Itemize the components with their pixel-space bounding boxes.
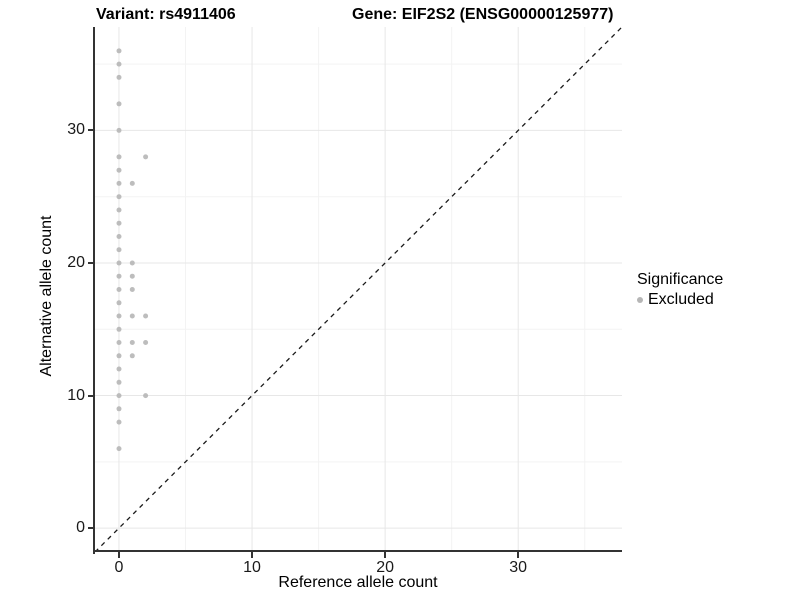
data-point [129,287,135,292]
y-tick-mark [88,129,94,132]
legend-item-excluded: Excluded [637,291,723,309]
data-point [116,406,122,412]
data-point [116,300,122,306]
data-point [116,180,122,186]
y-axis-title: Alternative allele count [38,215,55,377]
data-point [143,340,149,345]
y-axis-line [93,27,95,554]
data-point [116,220,122,226]
data-point [116,287,122,292]
data-point [116,48,122,54]
data-point [143,154,149,160]
data-point [116,194,122,200]
plot-panel-canvas [95,27,622,552]
data-point [116,260,122,266]
data-point [129,180,135,186]
data-point [116,273,122,279]
legend-title: Significance [637,271,724,288]
data-point [116,74,122,80]
data-point [129,353,135,359]
x-tick-mark [517,552,520,558]
plot-panel [95,27,622,552]
x-tick-label: 10 [243,559,261,576]
x-tick-mark [117,552,120,558]
y-tick-label: 20 [67,253,85,271]
data-point [143,313,149,319]
data-point [116,353,122,359]
data-point [116,61,122,67]
data-point [129,273,135,279]
data-point [116,127,122,133]
legend: Significance Excluded [637,271,723,309]
y-tick-mark [88,394,94,397]
data-point [116,366,122,372]
y-tick-label: 0 [76,519,85,537]
x-tick-label: 0 [114,559,124,576]
data-point [116,419,122,425]
plot-title-gene: Gene: EIF2S2 (ENSG00000125977) [352,6,614,23]
data-point [116,101,122,107]
x-tick-label: 30 [509,559,528,576]
legend-item-label: Excluded [648,291,714,308]
y-tick-mark [88,261,94,264]
data-point [116,154,122,160]
y-tick-label: 30 [67,121,85,139]
data-point [116,234,122,239]
data-point [143,393,149,399]
data-point [116,313,122,319]
data-point [116,247,122,253]
x-tick-mark [384,552,387,558]
data-point [129,260,135,266]
y-tick-mark [88,527,94,530]
identity-line [95,27,622,552]
data-point [116,207,122,213]
data-point [129,313,135,319]
data-point [116,393,122,399]
x-axis-title: Reference allele count [278,574,438,591]
x-tick-label: 20 [376,559,394,576]
legend-point-icon [637,297,643,303]
data-point [129,340,135,345]
y-tick-label: 10 [67,386,85,404]
x-tick-mark [251,552,254,558]
x-axis-line [93,550,622,552]
data-point [116,326,122,332]
data-point [116,446,122,452]
data-point [116,167,122,173]
plot-title-variant: Variant: rs4911406 [96,6,236,23]
data-point [116,379,122,385]
data-point [116,340,122,345]
